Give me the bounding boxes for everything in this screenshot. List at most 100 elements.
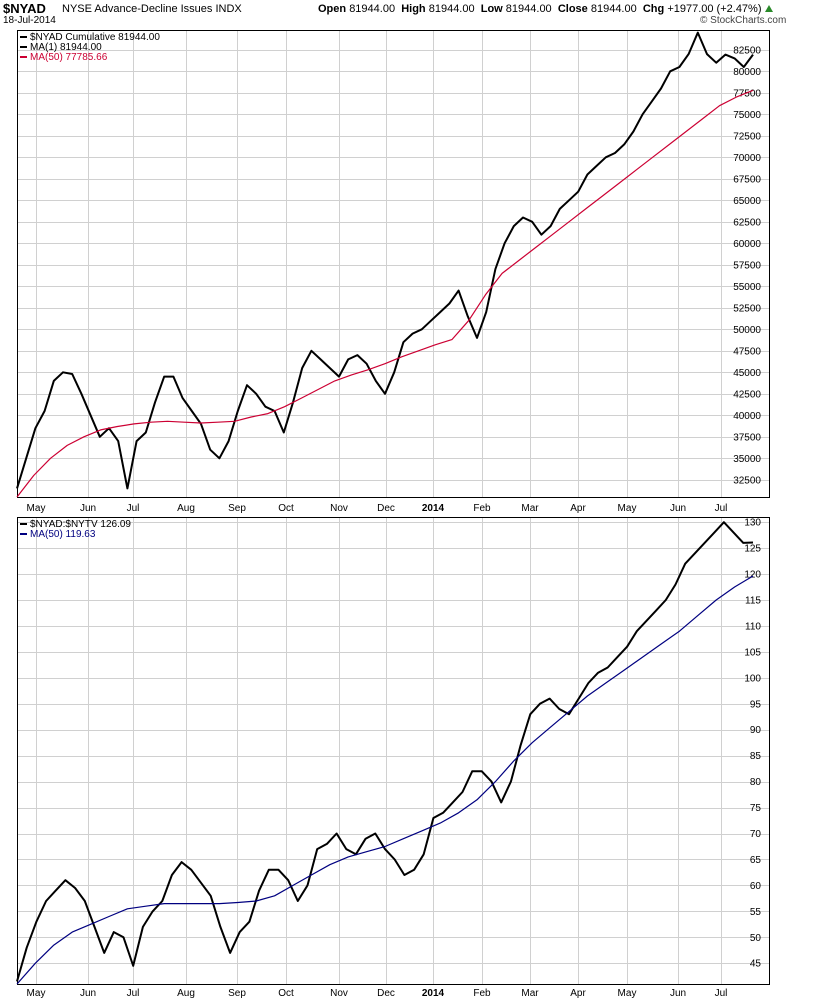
ohlc-summary: Open 81944.00 High 81944.00 Low 81944.00… (318, 3, 762, 15)
up-arrow-icon (765, 5, 773, 12)
x-tick-label: Dec (377, 503, 395, 514)
chart-panel-2: 45 50 55 60 65 70 75 80 85 90 95 100 105 110 115 120 125… (16, 517, 770, 999)
low-label: Low (480, 3, 503, 15)
y-tick-label: 55000 (733, 282, 761, 293)
open-label: Open (318, 3, 347, 15)
chg-value: +1977.00 (+2.47%) (667, 3, 762, 15)
x-tick-label: Sep (228, 988, 246, 999)
y-tick-label: 70000 (733, 153, 761, 164)
y-tick-label: 70 (750, 829, 762, 840)
y-tick-label: 50000 (733, 325, 761, 336)
x-tick-label: Nov (330, 988, 348, 999)
close-label: Close (557, 3, 588, 15)
y-tick-label: 72500 (733, 131, 761, 142)
x-tick-label: Jul (715, 988, 728, 999)
y-tick-label: 77500 (733, 88, 761, 99)
y-tick-label: 80000 (733, 67, 761, 78)
plot-frame (17, 517, 770, 985)
x-tick-label: Jul (127, 503, 140, 514)
y-tick-label: 37500 (733, 432, 761, 443)
x-tick-label: 2014 (422, 988, 445, 999)
y-tick-label: 32500 (733, 475, 761, 486)
y-tick-label: 120 (744, 570, 761, 581)
symbol-subtitle: NYSE Advance-Decline Issues INDX (62, 3, 242, 15)
x-tick-label: May (27, 503, 46, 514)
close-value: 81944.00 (590, 3, 637, 15)
series-line-ma-50- (16, 575, 754, 985)
legend-entry: $NYAD Cumulative 81944.00 (30, 32, 160, 43)
y-tick-label: 110 (745, 621, 761, 632)
series-line-ma-50- (16, 89, 754, 498)
x-tick-label: 2014 (422, 503, 445, 514)
y-tick-label: 105 (744, 647, 761, 658)
low-value: 81944.00 (505, 3, 552, 15)
chart-panel-1: 32500 35000 37500 40000 42500 45000 47500 50000… (16, 30, 770, 514)
y-tick-label: 45000 (733, 368, 761, 379)
x-tick-label: Oct (278, 503, 294, 514)
stockcharts-logo[interactable]: © StockCharts.com (700, 15, 787, 26)
x-tick-label: Jun (80, 988, 96, 999)
y-tick-label: 60 (750, 881, 762, 892)
y-tick-label: 57500 (733, 260, 761, 271)
y-tick-label: 35000 (733, 454, 761, 465)
x-tick-label: Jun (80, 503, 96, 514)
high-label: High (401, 3, 426, 15)
legend-entry: MA(50) 119.63 (30, 529, 96, 540)
x-tick-label: Nov (330, 503, 348, 514)
y-tick-label: 80 (750, 777, 762, 788)
plot-frame (17, 30, 770, 498)
legend-entry: $NYAD:$NYTV 126.09 (30, 519, 131, 530)
x-tick-label: Aug (177, 988, 195, 999)
x-tick-label: Jun (670, 503, 686, 514)
x-tick-label: May (618, 988, 637, 999)
x-tick-label: Sep (228, 503, 246, 514)
x-tick-label: Feb (473, 503, 491, 514)
legend-entry: MA(1) 81944.00 (30, 42, 102, 53)
y-tick-label: 45 (750, 959, 762, 970)
x-tick-label: Jun (670, 988, 686, 999)
series-line--nyad (16, 31, 754, 490)
y-tick-label: 75000 (733, 110, 761, 121)
x-tick-label: Dec (377, 988, 395, 999)
x-tick-label: Jul (715, 503, 728, 514)
x-tick-label: May (618, 503, 637, 514)
x-tick-label: Feb (473, 988, 491, 999)
y-tick-label: 65 (750, 855, 762, 866)
y-tick-label: 100 (744, 673, 761, 684)
y-tick-label: 90 (750, 725, 762, 736)
open-value: 81944.00 (349, 3, 396, 15)
x-tick-label: Aug (177, 503, 195, 514)
y-tick-label: 67500 (733, 174, 761, 185)
y-tick-label: 62500 (733, 217, 761, 228)
x-tick-label: Apr (570, 503, 586, 514)
series-line--nyad-nytv (16, 521, 754, 982)
y-tick-label: 75 (750, 803, 762, 814)
y-tick-label: 52500 (733, 303, 761, 314)
y-tick-label: 125 (744, 544, 761, 555)
y-tick-label: 60000 (733, 239, 761, 250)
y-tick-label: 50 (750, 933, 762, 944)
chart-subheader: 18-Jul-2014 © StockCharts.com (0, 15, 820, 29)
x-tick-label: Apr (570, 988, 586, 999)
chart-header: $NYAD NYSE Advance-Decline Issues INDX O… (0, 1, 820, 16)
y-tick-label: 82500 (733, 45, 761, 56)
high-value: 81944.00 (428, 3, 475, 15)
x-tick-label: Oct (278, 988, 294, 999)
y-tick-label: 95 (750, 699, 762, 710)
legend-entry: MA(50) 77785.66 (30, 52, 108, 63)
x-tick-label: Jul (127, 988, 140, 999)
y-tick-label: 85 (750, 751, 762, 762)
y-tick-label: 42500 (733, 389, 761, 400)
chart-date: 18-Jul-2014 (3, 15, 56, 26)
chg-label: Chg (642, 3, 665, 15)
y-tick-label: 115 (745, 596, 761, 607)
symbol-title: $NYAD (3, 1, 46, 16)
y-tick-label: 40000 (733, 411, 761, 422)
grid (17, 30, 769, 497)
grid (17, 517, 769, 984)
y-tick-label: 65000 (733, 196, 761, 207)
x-tick-label: May (27, 988, 46, 999)
y-tick-label: 55 (750, 907, 762, 918)
x-tick-label: Mar (521, 503, 539, 514)
